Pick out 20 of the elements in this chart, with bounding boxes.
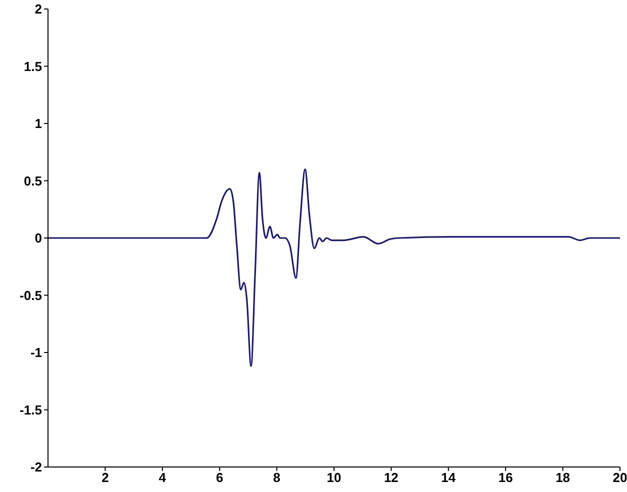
line-series	[48, 168, 620, 368]
y-tick-label: 1.5	[24, 58, 42, 74]
y-tick-label: 2	[34, 2, 42, 17]
x-tick-label: 4	[158, 470, 167, 486]
y-tick-label: -2	[30, 460, 42, 475]
y-tick-label: 0.5	[24, 173, 42, 188]
x-tick-label: 10	[326, 470, 342, 486]
x-tick-label: 12	[384, 470, 398, 486]
x-tick-label: 6	[216, 470, 224, 486]
y-tick-label: -1.5	[20, 402, 42, 418]
y-tick-label: 1	[34, 116, 42, 132]
y-tick-label: -0.5	[20, 288, 42, 303]
x-tick-label: 16	[498, 470, 513, 486]
x-tick-label: 14	[441, 470, 456, 486]
y-tick-label: 0	[34, 230, 42, 246]
x-tick-label: 8	[273, 470, 280, 486]
x-tick-label: 2	[102, 470, 109, 486]
y-tick-label: -1	[30, 345, 42, 360]
x-tick-label: 18	[556, 470, 570, 486]
x-tick-label: 20	[612, 470, 627, 486]
